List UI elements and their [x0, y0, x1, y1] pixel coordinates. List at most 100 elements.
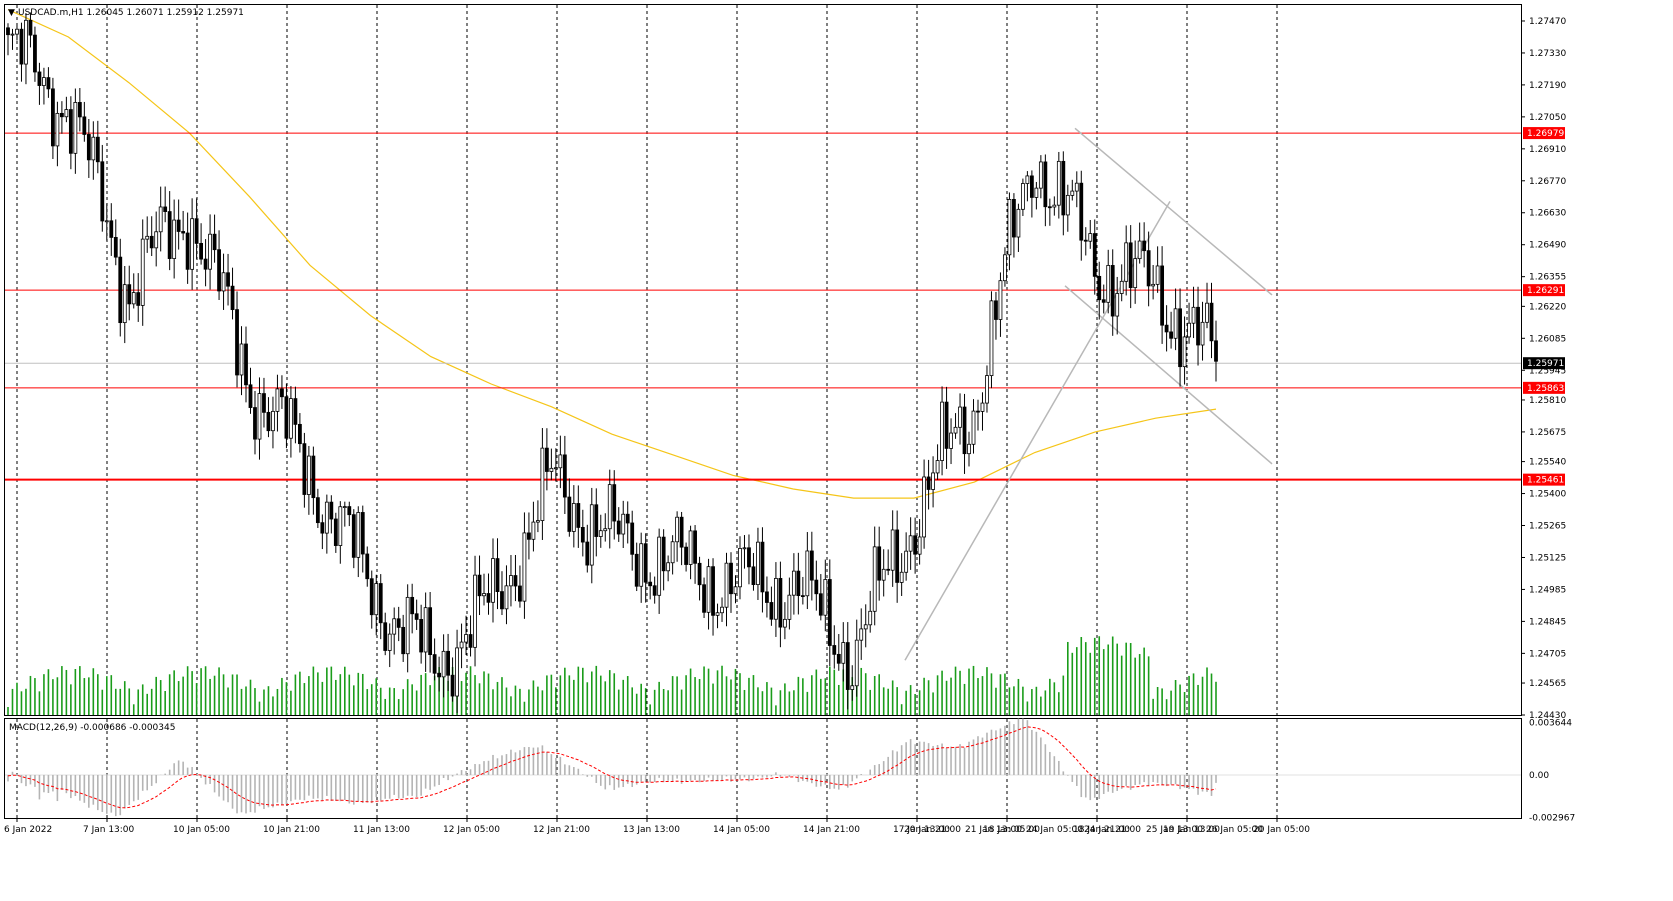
candle-bull [1187, 322, 1191, 338]
candle-bear [711, 566, 715, 616]
candle-bear [235, 309, 239, 376]
candle-bull [158, 206, 163, 233]
x-tick-label: 24 Jan 21:00 [1084, 825, 1141, 835]
candle-bear [244, 343, 248, 386]
candle-bull [24, 19, 28, 65]
candle-bull [1070, 190, 1075, 196]
candle-bull [805, 550, 810, 597]
candle-bear [468, 634, 473, 648]
candle-bear [778, 578, 783, 628]
candle-bull [639, 543, 644, 587]
candle-bear [1164, 324, 1169, 333]
candle-bull [890, 529, 895, 571]
candle-bull [55, 112, 60, 147]
candle-bear [832, 645, 837, 655]
candle-bear [769, 602, 774, 620]
candle-bull [540, 447, 545, 521]
candle-bear [800, 595, 805, 598]
level-price-label: 1.26291 [1527, 286, 1564, 296]
candle-bull [782, 618, 787, 628]
y-tick-label: 1.25675 [1529, 428, 1566, 438]
x-tick-label: 12 Jan 21:00 [533, 825, 590, 835]
x-tick-label: 25 Jan 13:00 [1146, 825, 1203, 835]
candle-bull [621, 513, 626, 535]
candle-bull [190, 218, 195, 270]
x-tick-label: 10 Jan 05:00 [173, 825, 230, 835]
candle-bear [877, 546, 882, 581]
candle-bear [95, 136, 100, 163]
macd-tick-label: -0.002967 [1529, 814, 1575, 824]
y-tick-label: 1.26770 [1529, 177, 1566, 187]
x-tick-label: 12 Jan 05:00 [443, 825, 500, 835]
y-tick-label: 1.25945 [1529, 366, 1566, 376]
candle-bear [814, 579, 819, 595]
candle-bear [827, 579, 832, 646]
candle-bull [1088, 233, 1093, 242]
candle-bull [154, 231, 159, 249]
candle-bear [262, 393, 266, 413]
candle-bull [131, 292, 136, 305]
y-tick-label: 1.27050 [1529, 113, 1566, 123]
candle-bear [684, 546, 688, 565]
candle-bull [1151, 283, 1156, 287]
candle-bear [414, 613, 419, 620]
candle-bear [976, 410, 980, 413]
x-tick-label: 20 Jan 05:00 [1253, 825, 1310, 835]
candle-bear [293, 398, 298, 425]
x-tick-label: 7 Jan 13:00 [83, 825, 135, 835]
candle-bull [589, 504, 594, 566]
candle-bull [1173, 308, 1178, 339]
candle-bull [899, 571, 904, 583]
candle-bear [818, 593, 823, 616]
y-tick-label: 1.25400 [1529, 490, 1566, 500]
candle-bear [437, 672, 442, 678]
candle-bear [428, 607, 433, 656]
candle-bear [446, 650, 450, 676]
candle-bear [944, 401, 949, 449]
candle-bull [405, 596, 410, 655]
candle-bear [149, 235, 154, 249]
y-tick-label: 1.24430 [1529, 711, 1566, 721]
candle-bear [297, 423, 302, 445]
candle-bear [1043, 161, 1048, 208]
candle-bear [796, 570, 801, 597]
candle-bull [724, 562, 729, 608]
candle-bull [985, 375, 989, 404]
candle-bull [917, 536, 922, 555]
candle-bear [1178, 308, 1182, 368]
candle-bull [374, 583, 379, 616]
candle-bull [306, 455, 311, 495]
candle-bull [239, 343, 244, 376]
candle-bull [504, 585, 509, 610]
candle-bear [127, 284, 132, 305]
candle-bear [82, 116, 87, 135]
candle-bear [86, 134, 91, 161]
candle-bear [347, 506, 352, 516]
candle-bear [320, 522, 325, 534]
candle-bull [42, 77, 46, 86]
candle-bear [68, 109, 73, 154]
candle-bear [836, 653, 841, 664]
candle-bull [1106, 265, 1111, 303]
candle-bull [787, 594, 792, 620]
candle-bear [585, 541, 590, 566]
candle-bear [1012, 199, 1016, 238]
candle-bull [1191, 306, 1196, 324]
candle-bull [64, 109, 69, 118]
x-tick-label: 18 Jan 21:00 [1073, 825, 1130, 835]
candle-bull [1007, 199, 1012, 256]
candle-bear [1169, 331, 1173, 339]
candle-bull [459, 641, 464, 649]
candle-bear [1029, 175, 1034, 198]
candle-bull [208, 233, 212, 270]
candle-bear [136, 292, 141, 306]
chart-header-arrow: ▼ [8, 8, 15, 18]
candle-bull [558, 454, 563, 469]
x-tick-label: 20 Jan 21:00 [904, 825, 961, 835]
channel-line-upper [1074, 127, 1273, 296]
candle-bear [419, 619, 424, 653]
x-tick-label: 6 Jan 2022 [4, 825, 52, 835]
candle-bull [104, 220, 109, 223]
candle-bull [720, 606, 724, 614]
